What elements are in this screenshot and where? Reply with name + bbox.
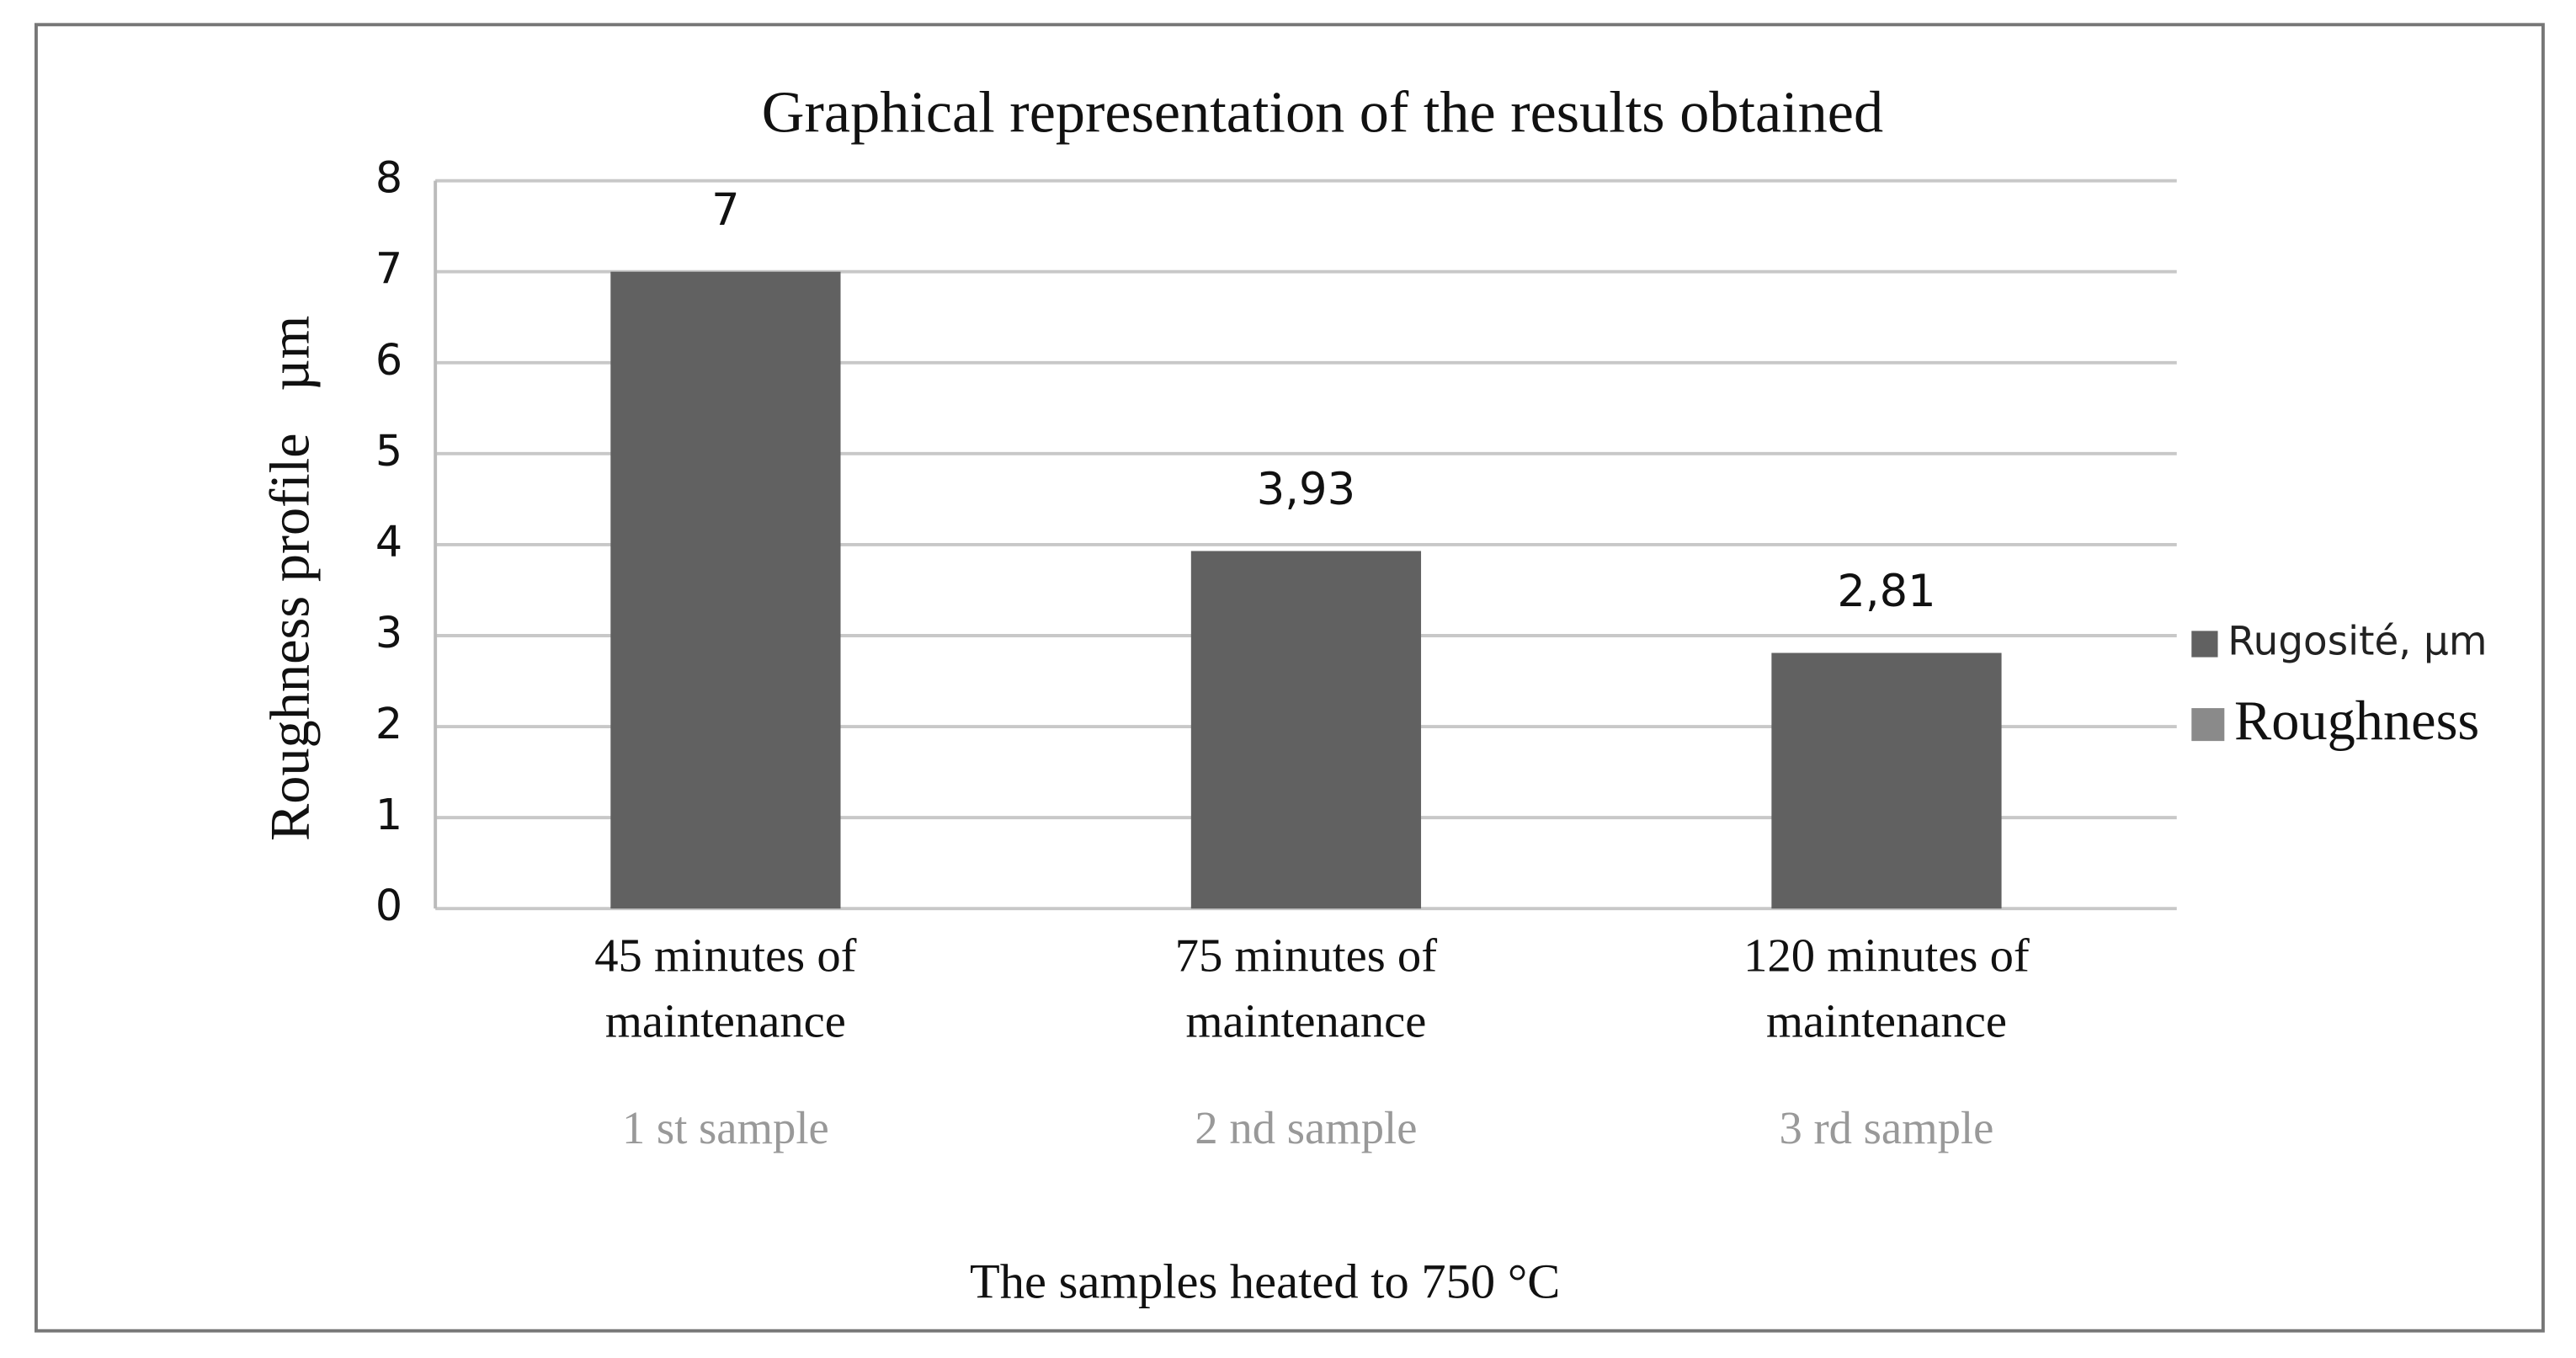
x-tick-label: 120 minutes of maintenance — [1743, 929, 2030, 1049]
y-tick-label: 2 — [375, 699, 402, 748]
data-label: 2,81 — [1837, 566, 1935, 617]
data-label: 3,93 — [1257, 464, 1355, 515]
sample-label: 2 nd sample — [1195, 1104, 1418, 1155]
sample-label: 1 st sample — [621, 1104, 829, 1155]
y-tick-label: 4 — [375, 517, 402, 567]
chart-title: Graphical representation of the results … — [762, 80, 1883, 146]
y-tick-label: 1 — [375, 790, 402, 839]
y-tick-label: 7 — [375, 244, 402, 294]
y-tick-label: 6 — [375, 335, 402, 385]
x-axis-title: The samples heated to 750 °C — [970, 1254, 1560, 1308]
bar — [610, 271, 841, 909]
y-tick-label: 8 — [375, 153, 402, 203]
y-axis-title: Roughness profile µm — [260, 316, 322, 841]
y-tick-label: 3 — [375, 608, 402, 658]
y-tick-label: 5 — [375, 426, 402, 476]
bar — [1190, 551, 1422, 909]
chart-border — [34, 23, 2545, 1333]
x-tick-label: 75 minutes of maintenance — [1174, 929, 1438, 1049]
y-tick-label: 0 — [375, 881, 402, 930]
legend-swatch — [2191, 631, 2218, 658]
legend-annotation-swatch — [2191, 708, 2225, 742]
x-tick-label: 45 minutes of maintenance — [594, 929, 857, 1049]
legend-annotation: Roughness — [2234, 690, 2479, 752]
bar — [1771, 652, 2002, 909]
data-label: 7 — [711, 184, 740, 236]
sample-label: 3 rd sample — [1779, 1104, 1994, 1155]
legend-label: Rugosité, µm — [2227, 619, 2487, 664]
